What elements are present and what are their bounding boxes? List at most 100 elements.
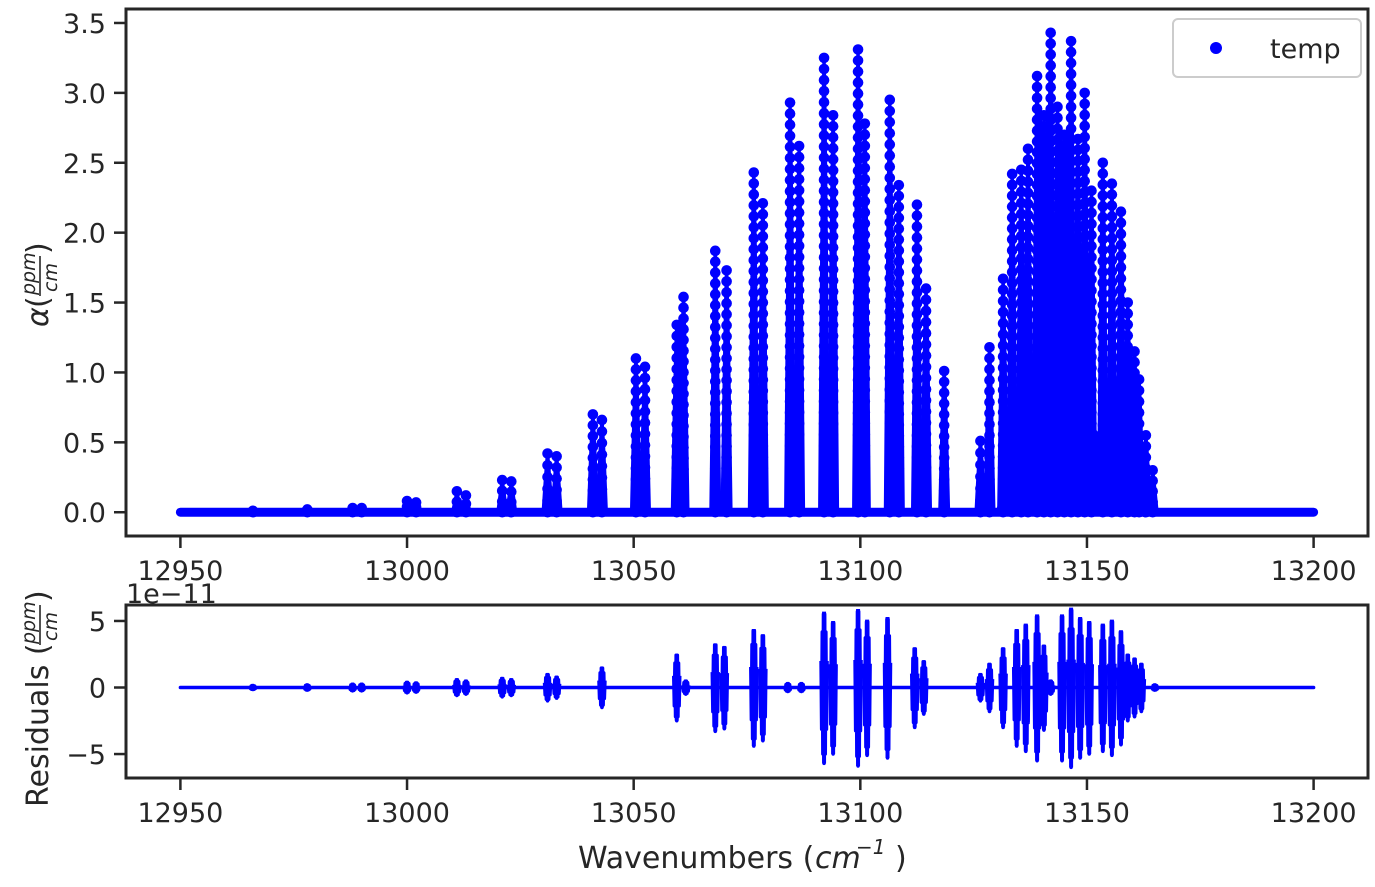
spectrum-point: [1097, 430, 1109, 442]
spectrum-point: [1140, 452, 1152, 463]
spectrum-point: [920, 406, 932, 417]
spectrum-point: [1106, 222, 1118, 233]
spectrum-point: [1006, 386, 1018, 398]
spectrum-point: [827, 308, 839, 320]
spectrum-point: [748, 506, 760, 518]
spectrum-point: [793, 495, 805, 507]
spectrum-point: [757, 462, 769, 474]
spectrum-point: [818, 52, 830, 64]
spectrum-point: [997, 384, 1009, 396]
spectrum-point: [884, 228, 896, 239]
spectrum-point: [1097, 255, 1109, 267]
spectrum-y-tick-label: 1.0: [63, 358, 106, 389]
spectrum-point: [859, 207, 871, 218]
spectrum-point: [893, 365, 905, 376]
spectrum-point: [1006, 452, 1018, 463]
spectrum-point: [587, 419, 599, 431]
spectrum-point: [1022, 330, 1034, 342]
spectrum-point: [784, 196, 796, 208]
spectrum-point: [709, 408, 721, 420]
spectrum-point: [920, 294, 932, 306]
spectrum-point: [784, 329, 796, 341]
spectrum-point: [784, 374, 796, 385]
spectrum-point: [1006, 408, 1018, 420]
spectrum-point: [451, 496, 463, 508]
spectrum-point: [893, 496, 905, 507]
spectrum-point: [1065, 35, 1077, 47]
spectrum-point: [827, 286, 839, 297]
spectrum-point: [1122, 297, 1134, 308]
spectrum-point: [1006, 430, 1018, 442]
residuals-x-ticks: 12950 13000 13050 13100 13150 13200: [137, 778, 1357, 829]
spectrum-point: [827, 143, 839, 154]
spectrum-point: [721, 484, 732, 496]
spectrum-point: [827, 385, 839, 397]
spectrum-line-48: [1096, 157, 1109, 518]
spectrum-point: [1006, 485, 1018, 496]
spectrum-point: [793, 362, 805, 374]
spectrum-point: [709, 278, 721, 289]
spectrum-point: [984, 495, 995, 507]
spectrum-point: [1106, 233, 1118, 244]
spectrum-point: [551, 473, 562, 484]
spectrum-point: [893, 256, 905, 267]
spectrum-point: [1106, 320, 1118, 332]
spectrum-point: [784, 440, 796, 452]
spectrum-point: [709, 474, 721, 485]
spectrum-point: [1097, 386, 1109, 398]
spectrum-point: [1106, 441, 1118, 452]
spectrum-point: [997, 362, 1009, 374]
spectrum-point: [709, 289, 721, 300]
spectrum-point: [505, 476, 517, 487]
spectrum-point: [893, 452, 905, 464]
spectrum-point: [1097, 157, 1109, 169]
spectrum-point: [1022, 220, 1034, 232]
spectrum-point: [793, 484, 805, 496]
spectrum-point: [911, 309, 923, 320]
spectrum-point: [859, 307, 871, 318]
spectrum-point: [757, 506, 769, 518]
spectrum-panel: 12950 13000 13050 13100 13150 13200 0.0 0.5 1.0…: [18, 7, 1370, 587]
spectrum-point: [630, 495, 642, 507]
spectrum-point: [1106, 178, 1118, 190]
spectrum-point: [587, 506, 599, 518]
spectrum-point: [505, 506, 517, 518]
spectrum-point: [1097, 212, 1109, 223]
spectrum-point: [911, 287, 923, 298]
residuals-y-axis-label: Residuals ( ppm cm ): [18, 590, 62, 807]
spectrum-point: [1086, 418, 1097, 429]
spectrum-point: [827, 429, 839, 441]
spectrum-point: [1122, 308, 1134, 319]
spectrum-point: [997, 473, 1009, 485]
spectrum-point: [784, 119, 796, 131]
spectrum-point: [859, 440, 871, 451]
spectrum-point: [496, 485, 508, 497]
spectrum-point: [1097, 463, 1109, 474]
spectrum-point: [859, 251, 871, 263]
spectrum-point: [784, 108, 796, 120]
spectrum-point: [1147, 475, 1158, 487]
spectrum-point: [551, 462, 562, 473]
spectrum-line-15: [638, 361, 652, 518]
spectrum-point: [884, 506, 896, 518]
spectrum-point: [893, 506, 905, 518]
spectrum-point: [818, 96, 830, 108]
spectrum-point: [639, 406, 651, 417]
spectrum-point: [678, 420, 689, 432]
spectrum-point: [859, 151, 871, 163]
spectrum-point: [639, 506, 651, 518]
spectrum-point: [451, 485, 463, 497]
spectrum-point: [827, 109, 839, 121]
spectrum-point: [757, 440, 769, 452]
spectrum-point: [542, 448, 553, 459]
spectrum-point: [1031, 92, 1043, 104]
spectrum-data: [175, 27, 1319, 518]
spectrum-point: [784, 285, 796, 297]
spectrum-point: [587, 452, 599, 464]
spectrum-point: [1106, 331, 1118, 343]
spectrum-point: [721, 408, 732, 419]
spectrum-point: [1106, 485, 1118, 496]
spectrum-point: [793, 251, 805, 263]
spectrum-point: [784, 418, 796, 429]
spectrum-point: [505, 496, 517, 508]
